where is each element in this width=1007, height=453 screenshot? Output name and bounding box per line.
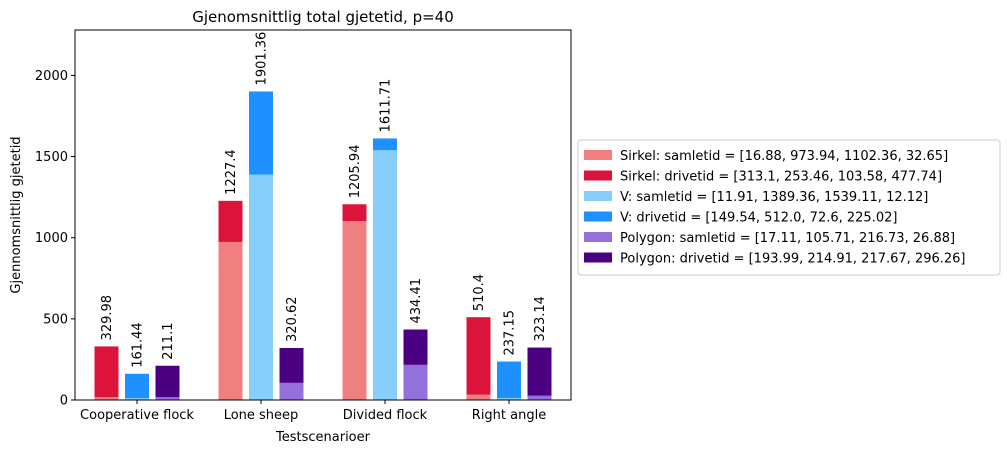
bar-sirkel-segment-0	[94, 397, 119, 400]
legend-swatch	[584, 211, 612, 222]
bar-v-segment-1	[249, 91, 273, 175]
legend-swatch	[584, 170, 612, 181]
y-axis: 0 500 1000 1500 2000	[35, 69, 75, 409]
legend-entry: V: drivetid = [149.54, 512.0, 72.6, 225.…	[620, 211, 897, 226]
legend-entry: Polygon: drivetid = [193.99, 214.91, 217…	[620, 252, 966, 267]
bar-v-segment-0	[125, 398, 149, 400]
bar-sirkel-segment-1	[94, 346, 119, 398]
bar-total-label: 434.41	[409, 278, 424, 324]
y-tick-label: 1500	[35, 150, 68, 165]
bar-sirkel-segment-0	[218, 241, 243, 400]
bar-v-segment-0	[373, 150, 397, 400]
plot-frame	[74, 29, 572, 401]
bar-sirkel-segment-1	[218, 200, 243, 242]
bar-total-label: 1901.36	[255, 32, 270, 86]
plot-area: 329.98 161.44 211.1 1227.4 1901.36 320.62 1205…	[94, 32, 552, 400]
legend-entry: Polygon: samletid = [17.11, 105.71, 216.…	[620, 231, 955, 246]
y-axis-label: Gjennomsnittlig gjetetid	[9, 136, 24, 293]
bar-v-segment-1	[125, 373, 149, 399]
y-tick-label: 2000	[35, 69, 68, 84]
bar-v-segment-1	[373, 138, 397, 151]
bar-polygon-segment-1	[527, 347, 552, 396]
bar-v-segment-0	[497, 398, 521, 400]
bar-polygon-segment-1	[155, 365, 180, 398]
x-axis: Cooperative flock Lone sheep Divided flock…	[80, 400, 546, 423]
bar-polygon-segment-0	[527, 395, 552, 400]
bar-polygon-segment-0	[279, 382, 304, 400]
legend-swatch	[584, 150, 612, 160]
bar-sirkel-segment-1	[342, 204, 367, 222]
bar-polygon-segment-1	[279, 347, 304, 383]
x-tick-label: Divided flock	[343, 408, 428, 423]
legend-entry: Sirkel: samletid = [16.88, 973.94, 1102.…	[620, 149, 948, 164]
bar-sirkel-segment-0	[466, 394, 491, 400]
legend: Sirkel: samletid = [16.88, 973.94, 1102.…	[577, 139, 1001, 276]
bar-total-label: 211.1	[161, 323, 176, 360]
bar-total-label: 1611.71	[379, 79, 394, 133]
x-axis-label: Testscenarioer	[275, 430, 371, 445]
x-tick-label: Right angle	[472, 408, 546, 423]
y-tick-label: 1000	[35, 231, 68, 246]
legend-swatch	[584, 252, 612, 263]
y-tick-label: 500	[43, 312, 68, 327]
legend-swatch	[584, 191, 612, 201]
bar-sirkel-segment-0	[342, 221, 367, 400]
bar-polygon-segment-0	[155, 397, 180, 400]
bar-total-label: 1227.4	[224, 149, 239, 195]
bar-total-label: 161.44	[131, 322, 146, 368]
bar-total-label: 510.4	[472, 274, 487, 311]
y-tick-label: 0	[60, 394, 68, 409]
legend-frame	[577, 139, 1001, 276]
legend-entry: Sirkel: drivetid = [313.1, 253.46, 103.5…	[620, 170, 942, 185]
bar-total-label: 329.98	[100, 295, 115, 341]
bar-sirkel-segment-1	[466, 317, 491, 395]
x-tick-label: Lone sheep	[224, 408, 299, 423]
bar-v-segment-0	[249, 174, 273, 400]
bar-total-label: 237.15	[503, 310, 518, 356]
x-tick-label: Cooperative flock	[80, 408, 194, 423]
bar-v-segment-1	[497, 361, 521, 399]
bar-total-label: 1205.94	[348, 145, 363, 199]
bar-polygon-segment-0	[403, 364, 428, 400]
legend-entry: V: samletid = [11.91, 1389.36, 1539.11, …	[620, 190, 928, 205]
chart-title: Gjenomsnittlig total gjetetid, p=40	[192, 8, 454, 26]
bar-total-label: 323.14	[533, 296, 548, 342]
legend-swatch	[584, 232, 612, 242]
bar-total-label: 320.62	[285, 296, 300, 342]
bar-polygon-segment-1	[403, 329, 428, 365]
